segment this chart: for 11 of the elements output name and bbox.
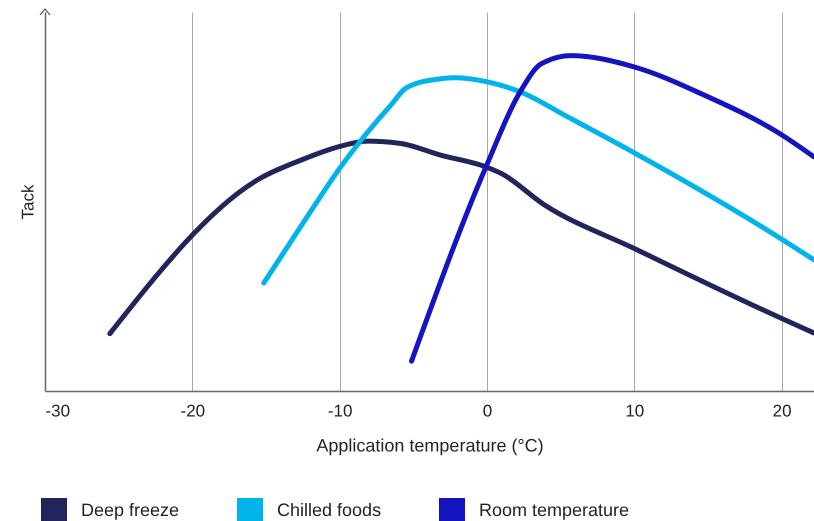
x-tick-label: 20 [772, 402, 792, 420]
x-tick-label: -10 [328, 402, 352, 420]
x-axis-title: Application temperature (°C) [316, 436, 544, 456]
x-tick-label: 10 [625, 402, 644, 420]
legend-label: Deep freeze [81, 500, 180, 520]
x-tick-label: -20 [180, 402, 206, 420]
y-axis-title: Tack [18, 184, 38, 220]
x-tick-label: -30 [46, 402, 70, 420]
x-tick-label: 0 [482, 402, 492, 420]
legend-label: Room temperature [479, 500, 630, 520]
legend-label: Chilled foods [277, 500, 382, 520]
